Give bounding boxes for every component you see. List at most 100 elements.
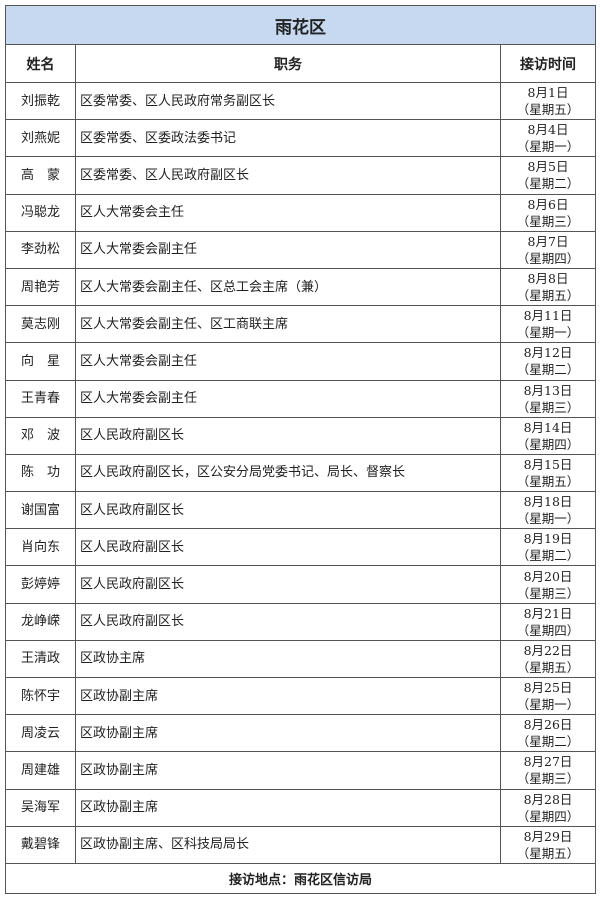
reception-time: 8月8日 （星期五） (499, 267, 597, 307)
reception-time: 8月28日 （星期四） (499, 788, 597, 827)
table-row: 周建雄 区政协副主席 8月27日 （星期三） (5, 751, 597, 790)
official-name: 吴海军 (5, 788, 76, 827)
table-row: 刘振乾 区委常委、区人民政府常务副区长 8月1日 （星期五） (5, 81, 597, 121)
reception-time: 8月12日 （星期二） (499, 342, 597, 381)
reception-weekday: （星期一） (516, 511, 580, 527)
official-name: 高 蒙 (5, 156, 76, 195)
table-row: 高 蒙区委常委、区人民政府副区长 8月5日 （星期二） (5, 156, 597, 195)
official-position: 区政协副主席 (75, 676, 501, 716)
table-row: 周艳芳 区人大常委会副主任、区总工会主席（兼） 8月8日 （星期五） (5, 267, 597, 307)
table-row: 周凌云 区政协副主席 8月26日 （星期二） (5, 714, 597, 753)
reception-date: 8月18日 (523, 494, 573, 510)
reception-weekday: （星期二） (516, 734, 580, 750)
official-name: 刘燕妮 (5, 119, 76, 158)
header-row: 姓名 职务 接访时间 (5, 44, 597, 83)
table-row: 肖向东 区人民政府副区长 8月19日 （星期二） (5, 528, 597, 567)
table-row: 莫志刚 区人大常委会副主任、区工商联主席 8月11日 （星期一） (5, 305, 597, 344)
reception-time: 8月6日 （星期三） (499, 193, 597, 232)
header-position: 职务 (75, 44, 501, 83)
official-name: 冯聪龙 (5, 193, 76, 232)
reception-time: 8月15日 （星期五） (499, 453, 597, 493)
footer-row: 接访地点：雨花区信访局 (4, 862, 597, 894)
reception-weekday: （星期一） (516, 139, 580, 155)
reception-weekday: （星期三） (516, 585, 580, 601)
reception-time: 8月19日 （星期二） (499, 528, 597, 567)
reception-date: 8月21日 (523, 605, 573, 621)
official-name: 莫志刚 (5, 305, 76, 344)
reception-weekday: （星期五） (516, 288, 580, 304)
reception-time: 8月5日 （星期二） (499, 156, 597, 195)
reception-time: 8月13日 （星期三） (499, 379, 597, 418)
official-position: 区人民政府副区长 (75, 602, 501, 641)
official-position: 区政协副主席、区科技局局长 (75, 825, 501, 864)
official-position: 区委常委、区委政法委书记 (75, 119, 501, 158)
reception-date: 8月12日 (523, 345, 573, 361)
official-name: 王青春 (5, 379, 76, 418)
table-row: 谢国富 区人民政府副区长 8月18日 （星期一） (5, 491, 597, 530)
official-position: 区人民政府副区长 (75, 528, 501, 567)
header-name: 姓名 (5, 44, 76, 83)
official-position: 区委常委、区人民政府副区长 (75, 156, 501, 195)
table-row: 冯聪龙 区人大常委会主任 8月6日 （星期三） (5, 193, 597, 232)
reception-time: 8月1日 （星期五） (499, 81, 597, 121)
reception-date: 8月7日 (527, 233, 569, 249)
official-name: 谢国富 (5, 491, 76, 530)
reception-date: 8月4日 (527, 122, 569, 138)
official-position: 区人民政府副区长 (75, 565, 501, 604)
official-name: 彭婷婷 (5, 565, 76, 604)
official-position: 区人大常委会副主任、区总工会主席（兼） (75, 267, 501, 307)
official-position: 区人大常委会副主任 (75, 230, 501, 269)
official-name: 戴碧锋 (5, 825, 76, 864)
reception-weekday: （星期一） (516, 697, 580, 713)
official-position: 区人大常委会主任 (75, 193, 501, 232)
reception-weekday: （星期五） (516, 102, 580, 118)
reception-schedule-table: 雨花区 姓名 职务 接访时间 刘振乾 区委常委、区人民政府常务副区长 8月1日 （星期… (4, 5, 597, 894)
official-position: 区人大常委会副主任、区工商联主席 (75, 305, 501, 344)
reception-weekday: （星期一） (516, 325, 580, 341)
official-position: 区人大常委会副主任 (75, 379, 501, 418)
reception-weekday: （星期五） (516, 659, 580, 675)
reception-weekday: （星期二） (516, 176, 580, 192)
reception-date: 8月25日 (523, 680, 573, 696)
table-row: 李劲松 区人大常委会副主任 8月7日 （星期四） (5, 230, 597, 269)
reception-time: 8月29日 （星期五） (499, 825, 597, 864)
table-row: 刘燕妮 区委常委、区委政法委书记 8月4日 （星期一） (5, 119, 597, 158)
reception-time: 8月25日 （星期一） (499, 676, 597, 716)
reception-time: 8月7日 （星期四） (499, 230, 597, 269)
reception-time: 8月21日 （星期四） (499, 602, 597, 641)
table-row: 吴海军 区政协副主席 8月28日 （星期四） (5, 788, 597, 827)
reception-weekday: （星期三） (516, 399, 580, 415)
reception-weekday: （星期四） (516, 436, 580, 452)
reception-date: 8月14日 (523, 419, 573, 435)
official-name: 龙峥嵘 (5, 602, 76, 641)
table-row: 邓 波区人民政府副区长 8月14日 （星期四） (5, 416, 597, 455)
official-name: 肖向东 (5, 528, 76, 567)
official-position: 区人民政府副区长，区公安分局党委书记、局长、督察长 (75, 453, 501, 493)
official-position: 区人民政府副区长 (75, 491, 501, 530)
reception-weekday: （星期四） (516, 808, 580, 824)
table-row: 戴碧锋 区政协副主席、区科技局局长 8月29日 （星期五） (5, 825, 597, 864)
reception-weekday: （星期二） (516, 362, 580, 378)
table-row: 王青春 区人大常委会副主任 8月13日 （星期三） (5, 379, 597, 418)
reception-time: 8月18日 （星期一） (499, 491, 597, 530)
official-name: 周凌云 (5, 714, 76, 753)
official-position: 区人民政府副区长 (75, 416, 501, 455)
reception-time: 8月4日 （星期一） (499, 119, 597, 158)
official-position: 区委常委、区人民政府常务副区长 (75, 81, 501, 121)
reception-weekday: （星期二） (516, 548, 580, 564)
table-row: 龙峥嵘 区人民政府副区长 8月21日 （星期四） (5, 602, 597, 641)
official-name: 刘振乾 (5, 81, 76, 121)
reception-weekday: （星期三） (516, 771, 580, 787)
reception-time: 8月22日 （星期五） (499, 639, 597, 679)
reception-time: 8月26日 （星期二） (499, 714, 597, 753)
reception-date: 8月11日 (523, 308, 573, 324)
official-position: 区人大常委会副主任 (75, 342, 501, 381)
reception-date: 8月15日 (523, 456, 573, 472)
reception-date: 8月26日 (523, 717, 573, 733)
reception-time: 8月11日 （星期一） (499, 305, 597, 344)
reception-time: 8月20日 （星期三） (499, 565, 597, 604)
official-name: 邓 波 (5, 416, 76, 455)
reception-date: 8月28日 (523, 791, 573, 807)
official-name: 李劲松 (5, 230, 76, 269)
reception-date: 8月27日 (523, 754, 573, 770)
